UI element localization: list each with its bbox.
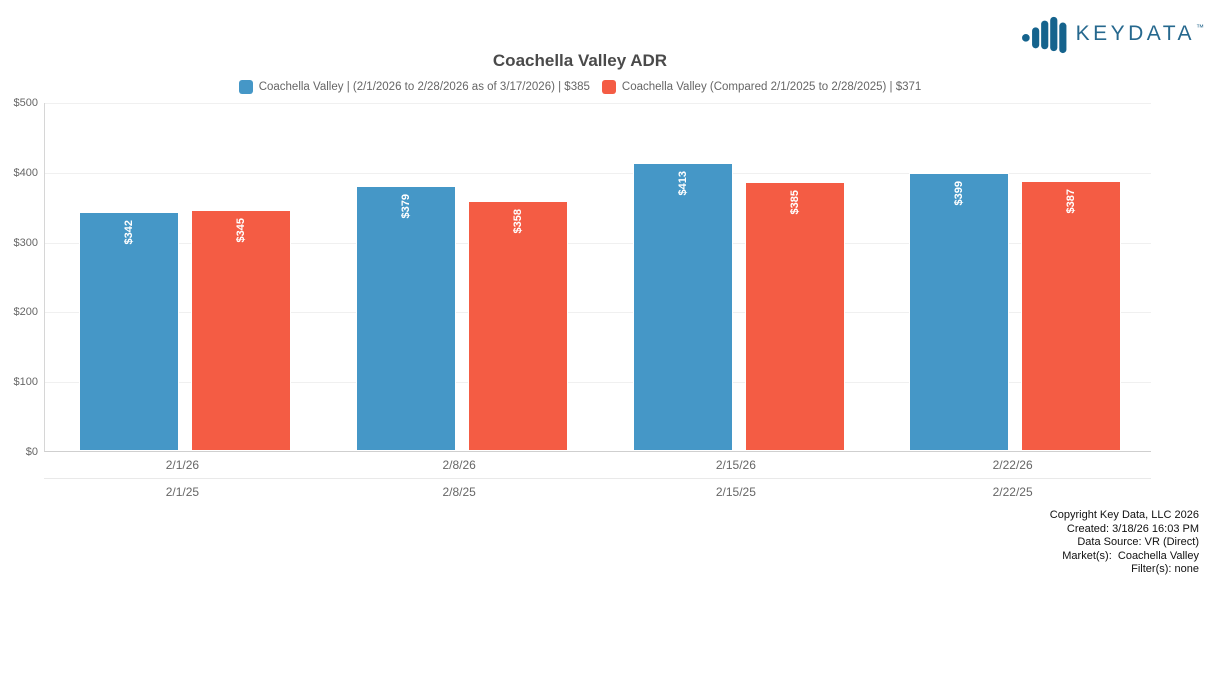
x-label-compare: 2/15/25 — [715, 485, 756, 499]
y-tick-label: $500 — [13, 97, 38, 109]
bar-compare-3[interactable]: $385 — [744, 182, 845, 451]
x-axis-primary-labels: 2/1/26 2/8/26 2/15/26 2/22/26 — [44, 453, 1151, 479]
adr-chart: Coachella Valley ADR Coachella Valley | … — [0, 51, 1160, 506]
bar-value-label: $342 — [123, 220, 135, 245]
x-label-compare: 2/22/25 — [992, 485, 1033, 499]
bar-value-label: $379 — [399, 194, 412, 219]
y-axis-labels: $0 $100 $200 $300 $400 $500 — [0, 97, 38, 458]
chart-title: Coachella Valley ADR — [492, 51, 668, 70]
gridline — [45, 242, 1151, 244]
legend-swatch-icon — [238, 80, 253, 94]
legend-item-current[interactable]: Coachella Valley | (2/1/2026 to 2/28/202… — [238, 80, 590, 94]
chart-legend: Coachella Valley | (2/1/2026 to 2/28/202… — [0, 78, 1160, 96]
y-tick-label: $100 — [13, 376, 38, 389]
bar-value-label: $413 — [676, 170, 689, 196]
x-label-primary: 2/8/26 — [442, 458, 476, 472]
bar-value-label: $387 — [1065, 188, 1078, 214]
bar-current-4[interactable]: $399 — [909, 172, 1010, 451]
bar-value-label: $385 — [788, 190, 801, 215]
gridline — [45, 382, 1151, 384]
x-label-primary: 2/1/26 — [165, 458, 200, 472]
data-source-line: Data Source: VR (Direct) — [1077, 536, 1199, 549]
trademark-symbol: ™ — [1196, 22, 1204, 32]
plot-area: $342 $345 $379 $358 $413 $385 $399 $387 — [44, 103, 1151, 452]
keydata-bars-icon — [1021, 16, 1067, 54]
bar-current-2[interactable]: $379 — [355, 186, 456, 451]
filters-line: Filter(s): none — [1131, 563, 1199, 576]
y-tick-label: $200 — [13, 306, 38, 319]
x-label-primary: 2/15/26 — [715, 458, 756, 472]
bar-compare-1[interactable]: $345 — [191, 210, 291, 451]
copyright-line: Copyright Key Data, LLC 2026 — [1049, 509, 1199, 521]
bar-compare-2[interactable]: $358 — [467, 201, 568, 451]
bar-current-1[interactable]: $342 — [79, 212, 179, 451]
markets-line: Market(s): Coachella Valley — [1062, 549, 1199, 562]
brand-name: KEYDATA — [1075, 22, 1195, 45]
bar-compare-4[interactable]: $387 — [1021, 180, 1122, 451]
created-line: Created: 3/18/26 16:03 PM — [1066, 522, 1199, 535]
report-meta: Copyright Key Data, LLC 2026 Created: 3/… — [1050, 509, 1199, 577]
legend-swatch-icon — [601, 80, 616, 94]
gridline — [45, 103, 1151, 104]
legend-item-compare[interactable]: Coachella Valley (Compared 2/1/2025 to 2… — [601, 80, 922, 94]
x-label-compare: 2/1/25 — [165, 485, 200, 499]
bar-value-label: $358 — [511, 209, 524, 234]
bar-value-label: $345 — [235, 218, 247, 243]
y-tick-label: $300 — [13, 236, 38, 249]
legend-label: Coachella Valley | (2/1/2026 to 2/28/202… — [258, 81, 590, 93]
gridline — [45, 312, 1151, 314]
x-label-compare: 2/8/25 — [442, 485, 476, 499]
legend-label: Coachella Valley (Compared 2/1/2025 to 2… — [621, 81, 922, 93]
gridline — [45, 172, 1151, 174]
bar-value-label: $399 — [953, 180, 966, 205]
y-tick-label: $400 — [13, 166, 38, 179]
x-label-primary: 2/22/26 — [992, 458, 1033, 472]
y-tick-label: $0 — [25, 446, 38, 458]
keydata-logo: KEYDATA ™ — [1021, 13, 1204, 55]
x-axis-compare-labels: 2/1/25 2/8/25 2/15/25 2/22/25 — [44, 480, 1151, 506]
bar-current-3[interactable]: $413 — [632, 162, 733, 451]
